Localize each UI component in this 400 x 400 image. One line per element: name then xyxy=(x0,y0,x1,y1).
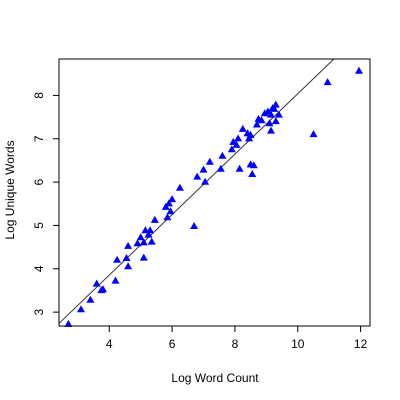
data-point-22 xyxy=(163,213,172,221)
data-point-34 xyxy=(227,145,236,153)
data-point-53 xyxy=(267,126,275,134)
data-point-4 xyxy=(92,279,101,287)
data-point-32 xyxy=(216,164,225,172)
y-tick-label-5: 8 xyxy=(32,92,46,99)
data-point-38 xyxy=(235,164,244,172)
data-point-14 xyxy=(139,238,148,246)
data-point-15 xyxy=(139,253,148,261)
data-point-27 xyxy=(190,222,199,229)
data-point-17 xyxy=(144,230,153,238)
data-point-24 xyxy=(166,207,175,215)
y-tick-label-3: 6 xyxy=(32,178,46,185)
data-point-12 xyxy=(133,239,142,247)
data-point-19 xyxy=(147,237,156,245)
data-point-3 xyxy=(86,295,95,303)
data-point-25 xyxy=(168,195,177,203)
data-point-8 xyxy=(113,255,122,263)
x-tick-label-1: 6 xyxy=(169,337,176,351)
data-point-23 xyxy=(164,199,173,207)
data-point-9 xyxy=(122,254,131,261)
data-point-61 xyxy=(355,66,363,74)
data-point-1 xyxy=(64,319,73,327)
plot-frame xyxy=(58,58,371,327)
x-tick-label-4: 12 xyxy=(354,337,368,351)
data-point-7 xyxy=(111,276,120,284)
data-point-10 xyxy=(124,262,133,270)
x-tick-label-3: 10 xyxy=(291,337,305,351)
data-point-37 xyxy=(234,134,243,142)
data-point-20 xyxy=(150,215,159,223)
x-tick-label-0: 4 xyxy=(106,337,113,351)
data-point-31 xyxy=(205,157,214,165)
data-point-55 xyxy=(270,104,279,112)
data-point-52 xyxy=(267,110,275,118)
data-point-13 xyxy=(136,233,145,241)
data-point-6 xyxy=(99,285,107,293)
data-point-60 xyxy=(323,78,332,86)
data-point-48 xyxy=(257,116,266,124)
data-point-2 xyxy=(77,305,85,313)
x-axis-label: Log Word Count xyxy=(171,371,259,385)
axes: 4 6 8 10 12 3 4 5 6 7 8 xyxy=(32,58,371,351)
data-point-44 xyxy=(248,170,257,177)
data-point-46 xyxy=(252,120,261,128)
data-point-28 xyxy=(193,172,202,180)
data-point-59 xyxy=(309,130,318,138)
y-tick-label-4: 7 xyxy=(32,135,46,142)
y-tick-label-0: 3 xyxy=(32,308,46,315)
y-axis-label: Log Unique Words xyxy=(3,140,17,239)
reference-line xyxy=(59,59,335,324)
data-point-56 xyxy=(271,100,280,108)
data-point-58 xyxy=(274,110,283,118)
data-point-42 xyxy=(246,130,255,138)
data-point-36 xyxy=(232,140,241,148)
data-point-18 xyxy=(146,226,155,234)
y-tick-label-2: 5 xyxy=(32,222,46,229)
data-point-57 xyxy=(271,117,280,125)
data-point-51 xyxy=(265,119,274,127)
data-point-39 xyxy=(238,124,247,132)
data-point-33 xyxy=(218,151,227,159)
data-point-49 xyxy=(260,109,269,117)
data-point-29 xyxy=(199,165,208,173)
y-tick-label-1: 4 xyxy=(32,265,46,272)
data-point-26 xyxy=(175,183,184,191)
data-point-11 xyxy=(124,241,133,249)
data-point-45 xyxy=(249,161,258,169)
plot-region xyxy=(59,59,363,327)
data-point-30 xyxy=(201,177,210,185)
x-tick-label-2: 8 xyxy=(232,337,239,351)
